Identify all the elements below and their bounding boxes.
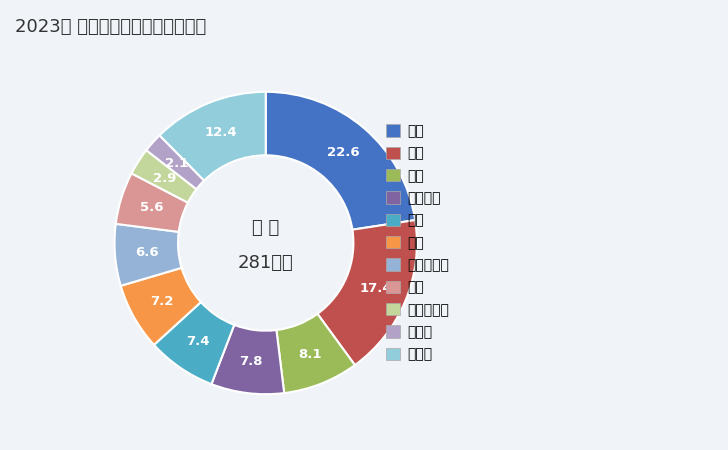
Wedge shape <box>277 314 355 393</box>
Wedge shape <box>116 173 188 232</box>
Text: 2.1: 2.1 <box>165 157 188 170</box>
Wedge shape <box>146 135 204 189</box>
Text: 5.6: 5.6 <box>140 201 164 214</box>
Text: 2.9: 2.9 <box>154 172 177 185</box>
Wedge shape <box>317 220 417 365</box>
Text: 総 額: 総 額 <box>252 219 280 237</box>
Text: 6.6: 6.6 <box>135 246 159 259</box>
Text: 7.8: 7.8 <box>240 355 263 368</box>
Wedge shape <box>154 302 234 384</box>
Text: 17.4: 17.4 <box>360 282 392 295</box>
Wedge shape <box>159 92 266 180</box>
Wedge shape <box>211 325 284 394</box>
Text: 8.1: 8.1 <box>298 347 321 360</box>
Text: 22.6: 22.6 <box>327 146 360 159</box>
Wedge shape <box>266 92 415 230</box>
Text: 2023年 輸出相手国のシェア（％）: 2023年 輸出相手国のシェア（％） <box>15 18 206 36</box>
Wedge shape <box>132 150 197 202</box>
Text: 12.4: 12.4 <box>204 126 237 139</box>
Legend: 中国, 韓国, 台湾, ベトナム, 香港, 米国, フィリピン, タイ, マレーシア, ドイツ, その他: 中国, 韓国, 台湾, ベトナム, 香港, 米国, フィリピン, タイ, マレー… <box>386 124 448 362</box>
Text: 7.2: 7.2 <box>150 295 173 308</box>
Text: 281億円: 281億円 <box>238 254 293 272</box>
Wedge shape <box>114 224 181 286</box>
Wedge shape <box>121 268 201 345</box>
Text: 7.4: 7.4 <box>186 335 210 348</box>
